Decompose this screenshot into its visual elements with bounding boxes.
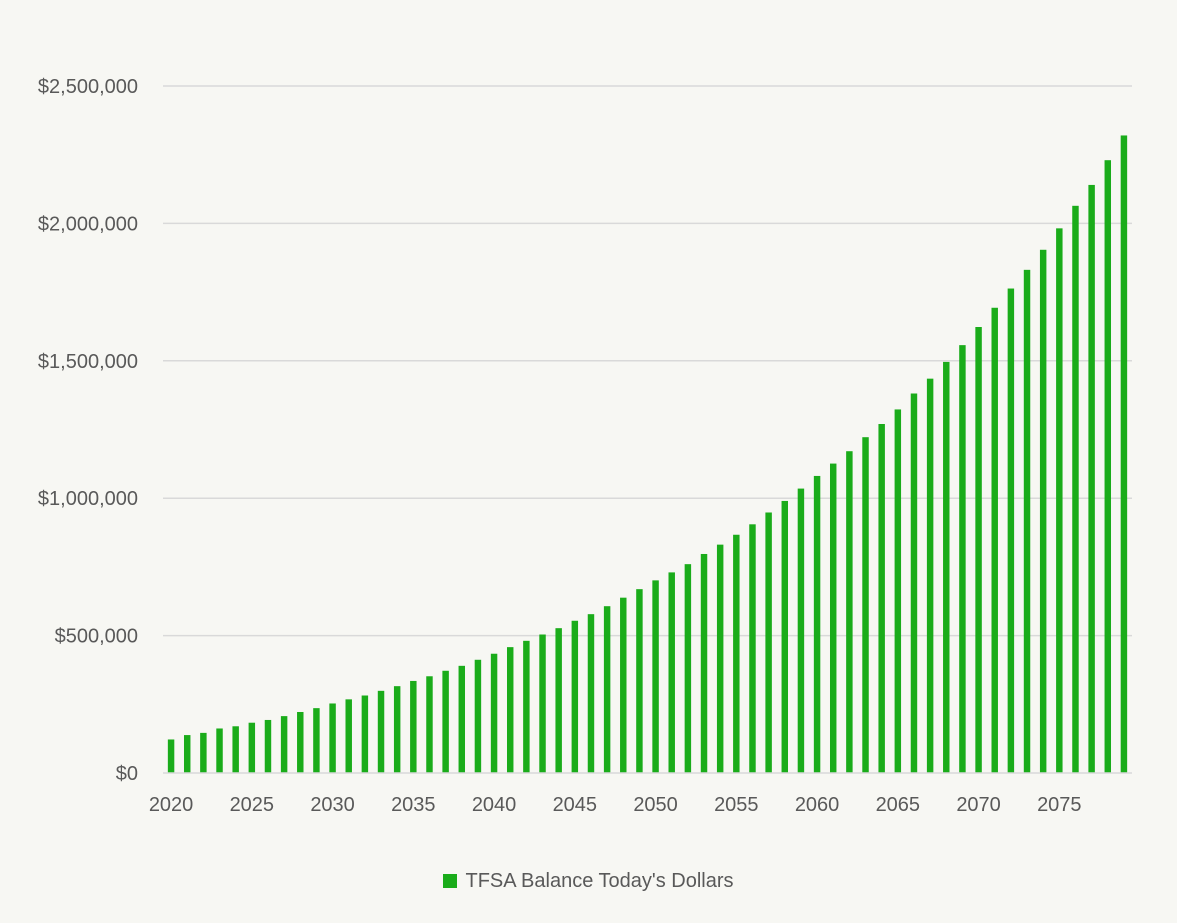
x-tick-label: 2025 [230,794,275,816]
bar-2068 [943,361,950,773]
x-tick-label: 2060 [795,794,840,816]
x-tick-label: 2030 [310,794,355,816]
bar-2026 [264,719,272,773]
bar-2064 [878,424,885,773]
x-tick-label: 2065 [876,794,921,816]
bar-2022 [200,732,207,773]
bar-2038 [458,665,466,773]
bar-2075 [1056,228,1063,773]
bar-2054 [716,544,724,773]
bar-2069 [959,345,966,773]
bar-2050 [652,580,659,773]
x-tick-label: 2055 [714,794,759,816]
bars [167,135,1128,774]
bar-2062 [846,451,853,773]
bar-2058 [781,500,789,773]
y-tick-label: $0 [116,763,138,785]
bar-2078 [1104,160,1112,774]
bar-2052 [684,564,692,773]
bar-2030 [329,703,336,773]
bar-2025 [248,722,256,773]
bar-2042 [523,640,530,773]
bar-2045 [571,620,579,773]
bar-2031 [345,699,352,773]
bar-2036 [426,676,433,773]
bar-2053 [700,553,708,773]
bar-2074 [1039,249,1047,773]
bar-2057 [765,512,772,773]
bar-2072 [1007,288,1015,773]
bar-2048 [620,597,627,773]
bar-2059 [797,488,805,773]
y-tick-label: $2,500,000 [38,76,138,98]
bar-2079 [1120,135,1128,774]
bar-2066 [910,393,918,773]
bar-2023 [216,728,223,773]
bar-2029 [313,708,320,773]
bar-2020 [167,739,175,773]
bar-2076 [1072,205,1079,773]
bar-2046 [587,614,595,773]
bar-2043 [539,634,546,773]
bar-2065 [894,409,902,773]
bar-2041 [506,647,514,773]
bar-2035 [410,680,417,773]
gridlines [163,85,1132,637]
bar-2024 [232,726,239,773]
bar-2049 [636,589,643,773]
bar-2037 [442,670,449,773]
x-tick-label: 2040 [472,794,517,816]
x-tick-label: 2045 [553,794,598,816]
legend: TFSA Balance Today's Dollars [0,870,1177,893]
bar-2033 [377,690,385,773]
bar-2028 [297,711,304,773]
bar-2073 [1023,269,1031,773]
y-tick-label: $2,000,000 [38,213,138,235]
bar-2051 [668,572,675,773]
y-tick-label: $1,000,000 [38,488,138,510]
bar-2071 [991,307,998,773]
x-tick-label: 2050 [633,794,678,816]
bar-2077 [1088,184,1095,774]
x-tick-label: 2020 [149,794,194,816]
bar-2040 [490,653,498,773]
y-tick-label: $500,000 [55,626,138,648]
bar-2044 [555,628,562,773]
bar-2063 [862,437,869,773]
x-tick-label: 2075 [1037,794,1082,816]
bar-2061 [829,463,837,773]
x-tick-label: 2070 [956,794,1001,816]
bar-2070 [975,326,982,773]
bar-2047 [603,606,611,773]
bar-2021 [183,735,191,773]
bar-2027 [280,716,288,773]
x-tick-label: 2035 [391,794,436,816]
legend-swatch [443,874,458,888]
bar-2056 [749,524,756,773]
bar-2067 [926,378,934,773]
bar-2032 [361,695,369,773]
bar-chart: $0 $500,000 $1,000,000 $1,500,000 $2,000,000… [38,76,1132,816]
axes: $0 $500,000 $1,000,000 $1,500,000 $2,000,000… [38,76,1132,816]
legend-label: TFSA Balance Today's Dollars [465,870,734,892]
bar-2034 [393,686,401,773]
bar-2055 [733,534,740,773]
y-tick-label: $1,500,000 [38,351,138,373]
bar-2060 [813,475,821,773]
bar-2039 [474,659,482,773]
